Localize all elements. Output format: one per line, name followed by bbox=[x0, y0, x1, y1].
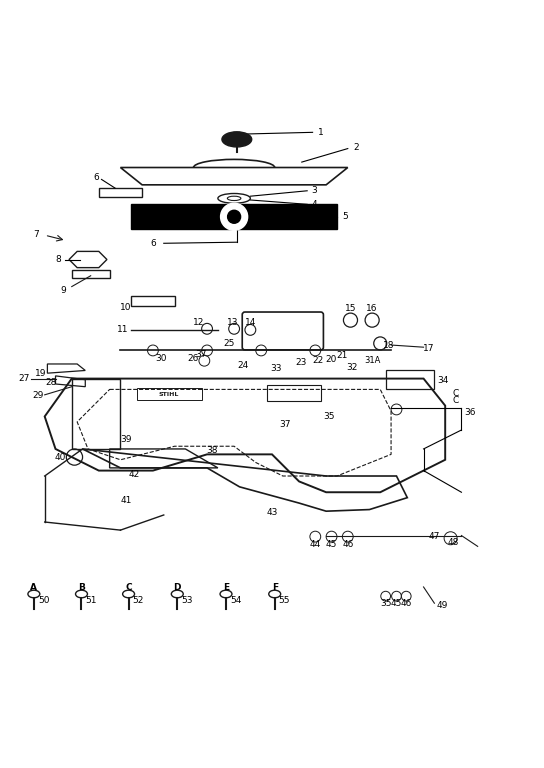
Text: C: C bbox=[453, 396, 459, 405]
Text: 42: 42 bbox=[128, 470, 140, 479]
Text: 43: 43 bbox=[267, 508, 277, 518]
Text: 29: 29 bbox=[33, 392, 44, 400]
Ellipse shape bbox=[222, 132, 252, 147]
Text: E: E bbox=[223, 583, 229, 592]
Text: D: D bbox=[174, 583, 181, 592]
Text: 26: 26 bbox=[188, 353, 199, 362]
Text: 21: 21 bbox=[337, 351, 348, 360]
Text: 47: 47 bbox=[429, 532, 440, 541]
Text: 6: 6 bbox=[93, 173, 99, 182]
Text: 3: 3 bbox=[311, 187, 317, 195]
Text: 36: 36 bbox=[464, 408, 475, 417]
Text: 20: 20 bbox=[326, 355, 337, 364]
Text: 41: 41 bbox=[120, 496, 132, 505]
Text: 9: 9 bbox=[61, 286, 66, 295]
Text: 40: 40 bbox=[54, 452, 65, 462]
Text: 35: 35 bbox=[380, 599, 391, 607]
Text: 7: 7 bbox=[34, 230, 40, 239]
Text: 51: 51 bbox=[85, 596, 97, 605]
Text: 38: 38 bbox=[207, 445, 218, 455]
Text: F: F bbox=[271, 583, 278, 592]
Bar bbox=[137, 389, 202, 400]
Text: 54: 54 bbox=[230, 596, 242, 605]
Text: 17: 17 bbox=[423, 344, 435, 353]
Text: 13: 13 bbox=[227, 318, 238, 327]
Text: 23: 23 bbox=[295, 358, 306, 367]
Text: 49: 49 bbox=[437, 601, 448, 611]
Text: 19: 19 bbox=[35, 369, 47, 378]
Circle shape bbox=[227, 210, 240, 223]
Text: 1: 1 bbox=[318, 127, 324, 137]
Text: 50: 50 bbox=[38, 596, 50, 605]
Text: 2: 2 bbox=[353, 143, 358, 152]
Text: 4: 4 bbox=[311, 200, 317, 209]
Text: 55: 55 bbox=[279, 596, 290, 605]
Text: A: A bbox=[30, 583, 38, 592]
Text: 33: 33 bbox=[270, 364, 282, 373]
Text: 31A: 31A bbox=[364, 356, 380, 366]
Text: 32: 32 bbox=[347, 363, 358, 372]
Text: 37: 37 bbox=[195, 349, 206, 359]
Text: 46: 46 bbox=[400, 599, 412, 607]
Text: 45: 45 bbox=[391, 599, 402, 607]
Text: 44: 44 bbox=[310, 540, 321, 549]
Text: 18: 18 bbox=[382, 340, 394, 349]
Bar bbox=[267, 385, 321, 402]
Text: STIHL: STIHL bbox=[159, 392, 180, 397]
Text: 28: 28 bbox=[46, 379, 57, 387]
Text: B: B bbox=[78, 583, 85, 592]
Text: 30: 30 bbox=[155, 353, 167, 362]
Text: 8: 8 bbox=[55, 255, 61, 264]
Text: 48: 48 bbox=[448, 538, 459, 547]
Text: 34: 34 bbox=[437, 376, 448, 385]
Text: 14: 14 bbox=[245, 318, 256, 327]
Text: 11: 11 bbox=[118, 326, 129, 334]
Text: 24: 24 bbox=[238, 360, 249, 369]
Text: 5: 5 bbox=[342, 212, 348, 221]
Text: 22: 22 bbox=[312, 356, 324, 366]
Circle shape bbox=[220, 204, 248, 230]
Text: 15: 15 bbox=[345, 303, 356, 313]
Text: 35: 35 bbox=[323, 412, 335, 421]
Text: 10: 10 bbox=[120, 303, 132, 312]
Text: C: C bbox=[125, 583, 132, 592]
Text: 53: 53 bbox=[181, 596, 193, 605]
Text: 25: 25 bbox=[223, 339, 234, 349]
Text: 52: 52 bbox=[133, 596, 144, 605]
Text: 27: 27 bbox=[18, 374, 30, 383]
Text: 16: 16 bbox=[366, 303, 378, 313]
Text: C: C bbox=[453, 389, 459, 398]
Text: 37: 37 bbox=[280, 420, 291, 429]
Text: 6: 6 bbox=[150, 239, 156, 248]
Text: 12: 12 bbox=[193, 318, 205, 327]
Text: 39: 39 bbox=[120, 435, 132, 444]
Text: 45: 45 bbox=[326, 540, 337, 549]
Text: 46: 46 bbox=[342, 540, 354, 549]
Bar bbox=[131, 204, 337, 229]
